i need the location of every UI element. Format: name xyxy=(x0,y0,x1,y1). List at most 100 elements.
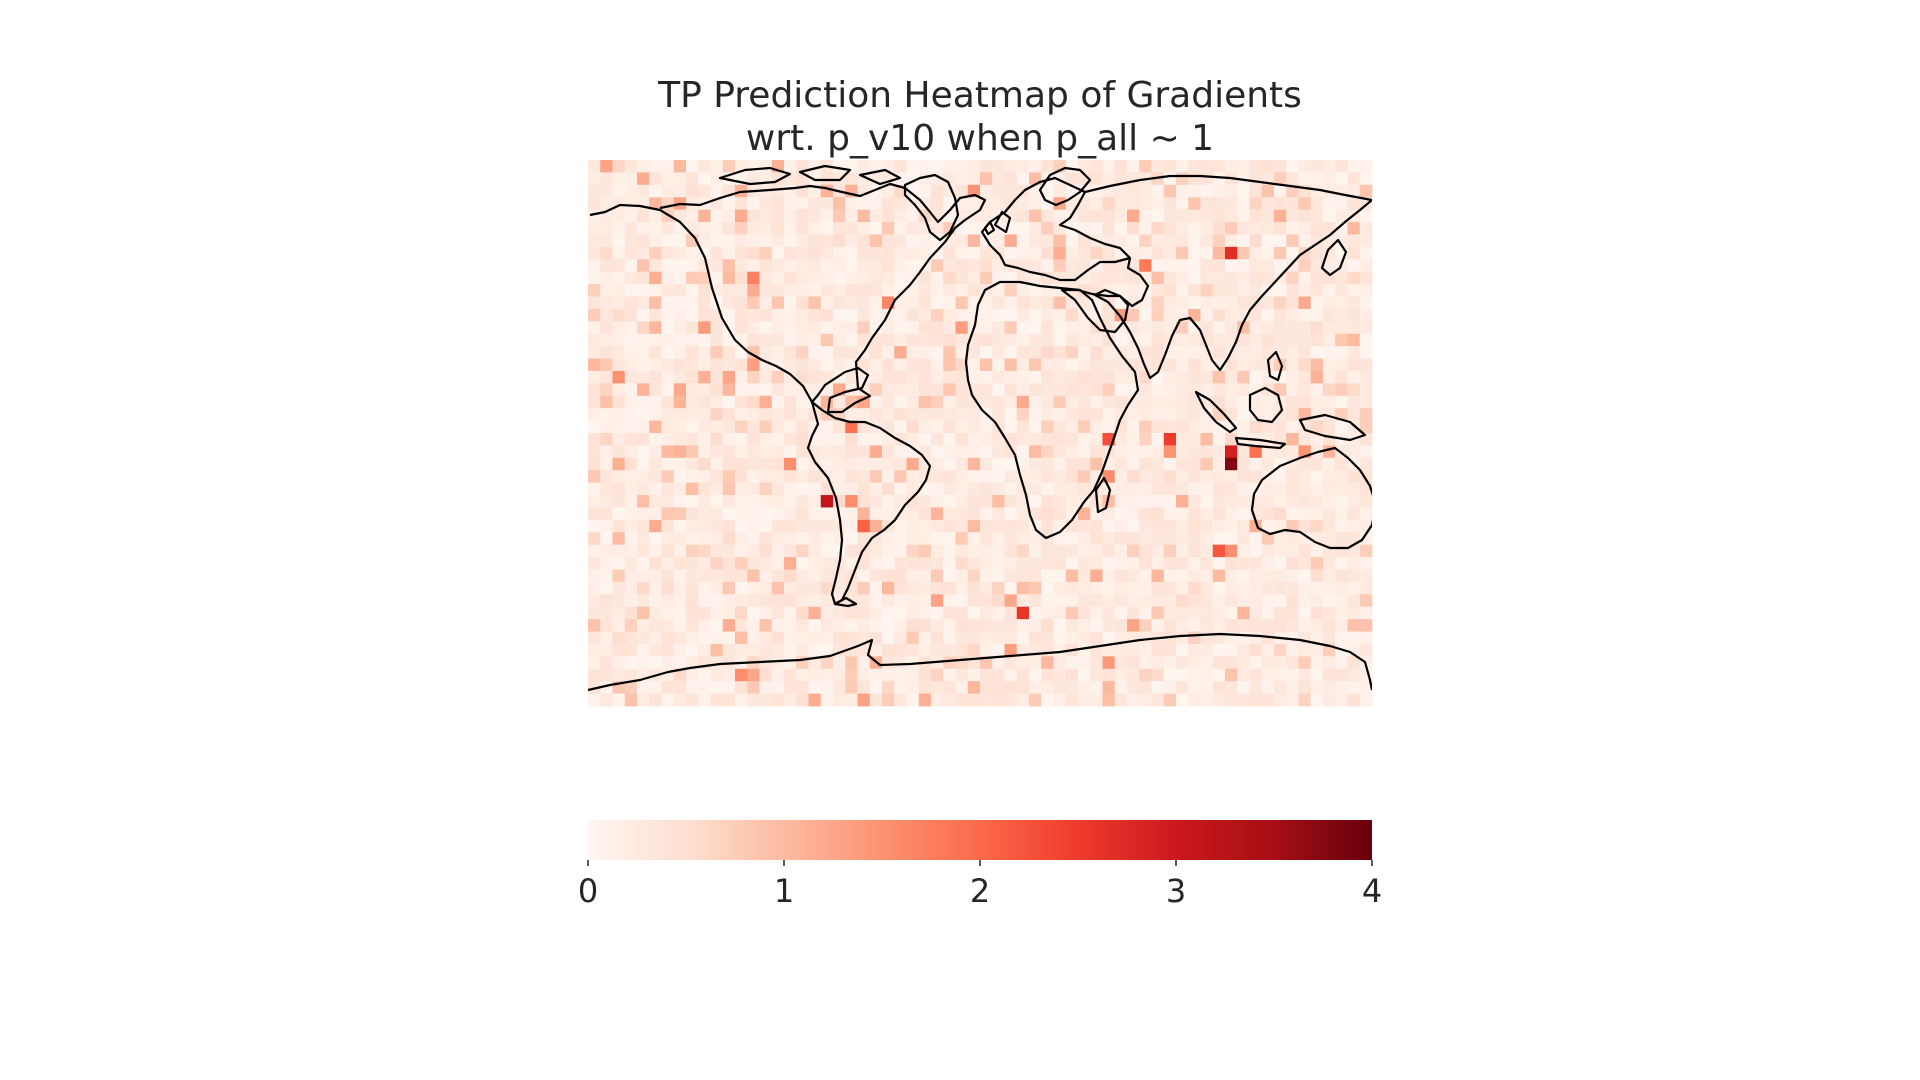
heatmap-cell xyxy=(649,209,662,223)
heatmap-cell xyxy=(992,495,1005,508)
coastline-java xyxy=(1234,436,1287,450)
heatmap-cell xyxy=(931,631,944,645)
coastline-europe xyxy=(980,176,1132,282)
heatmap-cell xyxy=(967,197,981,211)
heatmap-cell xyxy=(1212,259,1226,273)
heatmap-cell xyxy=(1102,197,1116,211)
heatmap-cell xyxy=(1016,619,1030,632)
heatmap-cell xyxy=(673,606,687,620)
heatmap-cell xyxy=(612,643,626,657)
heatmap-cell xyxy=(955,594,969,608)
heatmap-cell xyxy=(1335,308,1348,322)
heatmap-cell xyxy=(1298,433,1312,446)
heatmap-cell xyxy=(967,420,981,434)
heatmap-cell xyxy=(1310,246,1324,260)
heatmap-cell xyxy=(710,482,724,496)
heatmap-cell xyxy=(1359,569,1373,583)
heatmap-cell xyxy=(833,358,846,372)
heatmap-cell xyxy=(771,370,785,384)
heatmap-cell xyxy=(1163,383,1177,397)
heatmap-cell xyxy=(759,296,773,310)
heatmap-cell xyxy=(1335,358,1348,372)
heatmap-cell xyxy=(1053,569,1067,583)
heatmap-cell xyxy=(1225,160,1238,173)
heatmap-cell xyxy=(894,358,907,372)
heatmap-cell xyxy=(686,296,699,310)
heatmap-cell xyxy=(784,271,797,285)
heatmap-cell xyxy=(882,507,895,521)
heatmap-cell xyxy=(1335,271,1348,285)
heatmap-cell xyxy=(1176,209,1189,223)
heatmap-cell xyxy=(808,296,822,310)
heatmap-cell xyxy=(612,284,626,297)
heatmap-cell xyxy=(588,271,601,285)
heatmap-cell xyxy=(1151,296,1165,310)
heatmap-cell xyxy=(698,222,711,235)
heatmap-cell xyxy=(1078,445,1091,459)
heatmap-cell xyxy=(1151,209,1165,223)
heatmap-cell xyxy=(588,234,601,248)
heatmap-cell xyxy=(771,445,785,459)
heatmap-cell xyxy=(1286,495,1299,508)
heatmap-cell xyxy=(673,482,687,496)
heatmap-cell xyxy=(894,209,907,223)
heatmap-cell xyxy=(1041,557,1054,570)
heatmap-cell xyxy=(1298,457,1312,471)
heatmap-cell xyxy=(588,519,601,533)
heatmap-cell xyxy=(1261,594,1275,608)
heatmap-cell xyxy=(808,681,822,694)
heatmap-cell xyxy=(931,358,944,372)
heatmap-cell xyxy=(661,470,675,484)
heatmap-cell xyxy=(955,408,969,421)
heatmap-cell xyxy=(1176,172,1189,186)
heatmap-cell xyxy=(698,532,711,546)
heatmap-cell xyxy=(710,333,724,347)
heatmap-cell xyxy=(698,544,711,558)
heatmap-cell xyxy=(686,370,699,384)
heatmap-cell xyxy=(624,631,638,645)
heatmap-cell xyxy=(1041,656,1054,670)
heatmap-cell xyxy=(808,519,822,533)
heatmap-cell xyxy=(1347,631,1361,645)
heatmap-cell xyxy=(992,557,1005,570)
heatmap-cell xyxy=(759,395,773,409)
heatmap-cell xyxy=(1347,259,1361,273)
heatmap-cell xyxy=(698,234,711,248)
heatmap-cell xyxy=(1004,296,1018,310)
heatmap-cell xyxy=(1261,619,1275,632)
heatmap-cell xyxy=(1004,693,1018,707)
heatmap-cell xyxy=(1016,197,1030,211)
heatmap-cell xyxy=(869,222,883,235)
heatmap-cell xyxy=(1163,495,1177,508)
heatmap-cell xyxy=(1078,246,1091,260)
heatmap-cell xyxy=(980,271,993,285)
heatmap-cell xyxy=(1078,346,1091,359)
heatmap-cell xyxy=(1359,681,1373,694)
heatmap-cell xyxy=(784,668,797,682)
heatmap-cell xyxy=(943,495,956,508)
heatmap-cell xyxy=(1274,333,1287,347)
heatmap-cell xyxy=(992,296,1005,310)
heatmap-cell xyxy=(686,631,699,645)
heatmap-cell xyxy=(1188,693,1201,707)
heatmap-cell xyxy=(967,271,981,285)
heatmap-cell xyxy=(1090,606,1103,620)
heatmap-cell xyxy=(833,470,846,484)
heatmap-cell xyxy=(710,160,724,173)
heatmap-cell xyxy=(1261,420,1275,434)
heatmap-cell xyxy=(1127,693,1140,707)
heatmap-cell xyxy=(1359,532,1373,546)
heatmap-cell xyxy=(796,668,809,682)
heatmap-cell xyxy=(649,172,662,186)
heatmap-cell xyxy=(1261,557,1275,570)
heatmap-cell xyxy=(698,308,711,322)
heatmap-cell xyxy=(808,333,822,347)
heatmap-cell xyxy=(735,395,748,409)
heatmap-cell xyxy=(1053,259,1067,273)
heatmap-cell xyxy=(1286,643,1299,657)
heatmap-cell xyxy=(894,259,907,273)
heatmap-cell xyxy=(784,222,797,235)
heatmap-cell xyxy=(1225,656,1238,670)
heatmap-cell xyxy=(1200,296,1214,310)
heatmap-cell xyxy=(906,668,920,682)
